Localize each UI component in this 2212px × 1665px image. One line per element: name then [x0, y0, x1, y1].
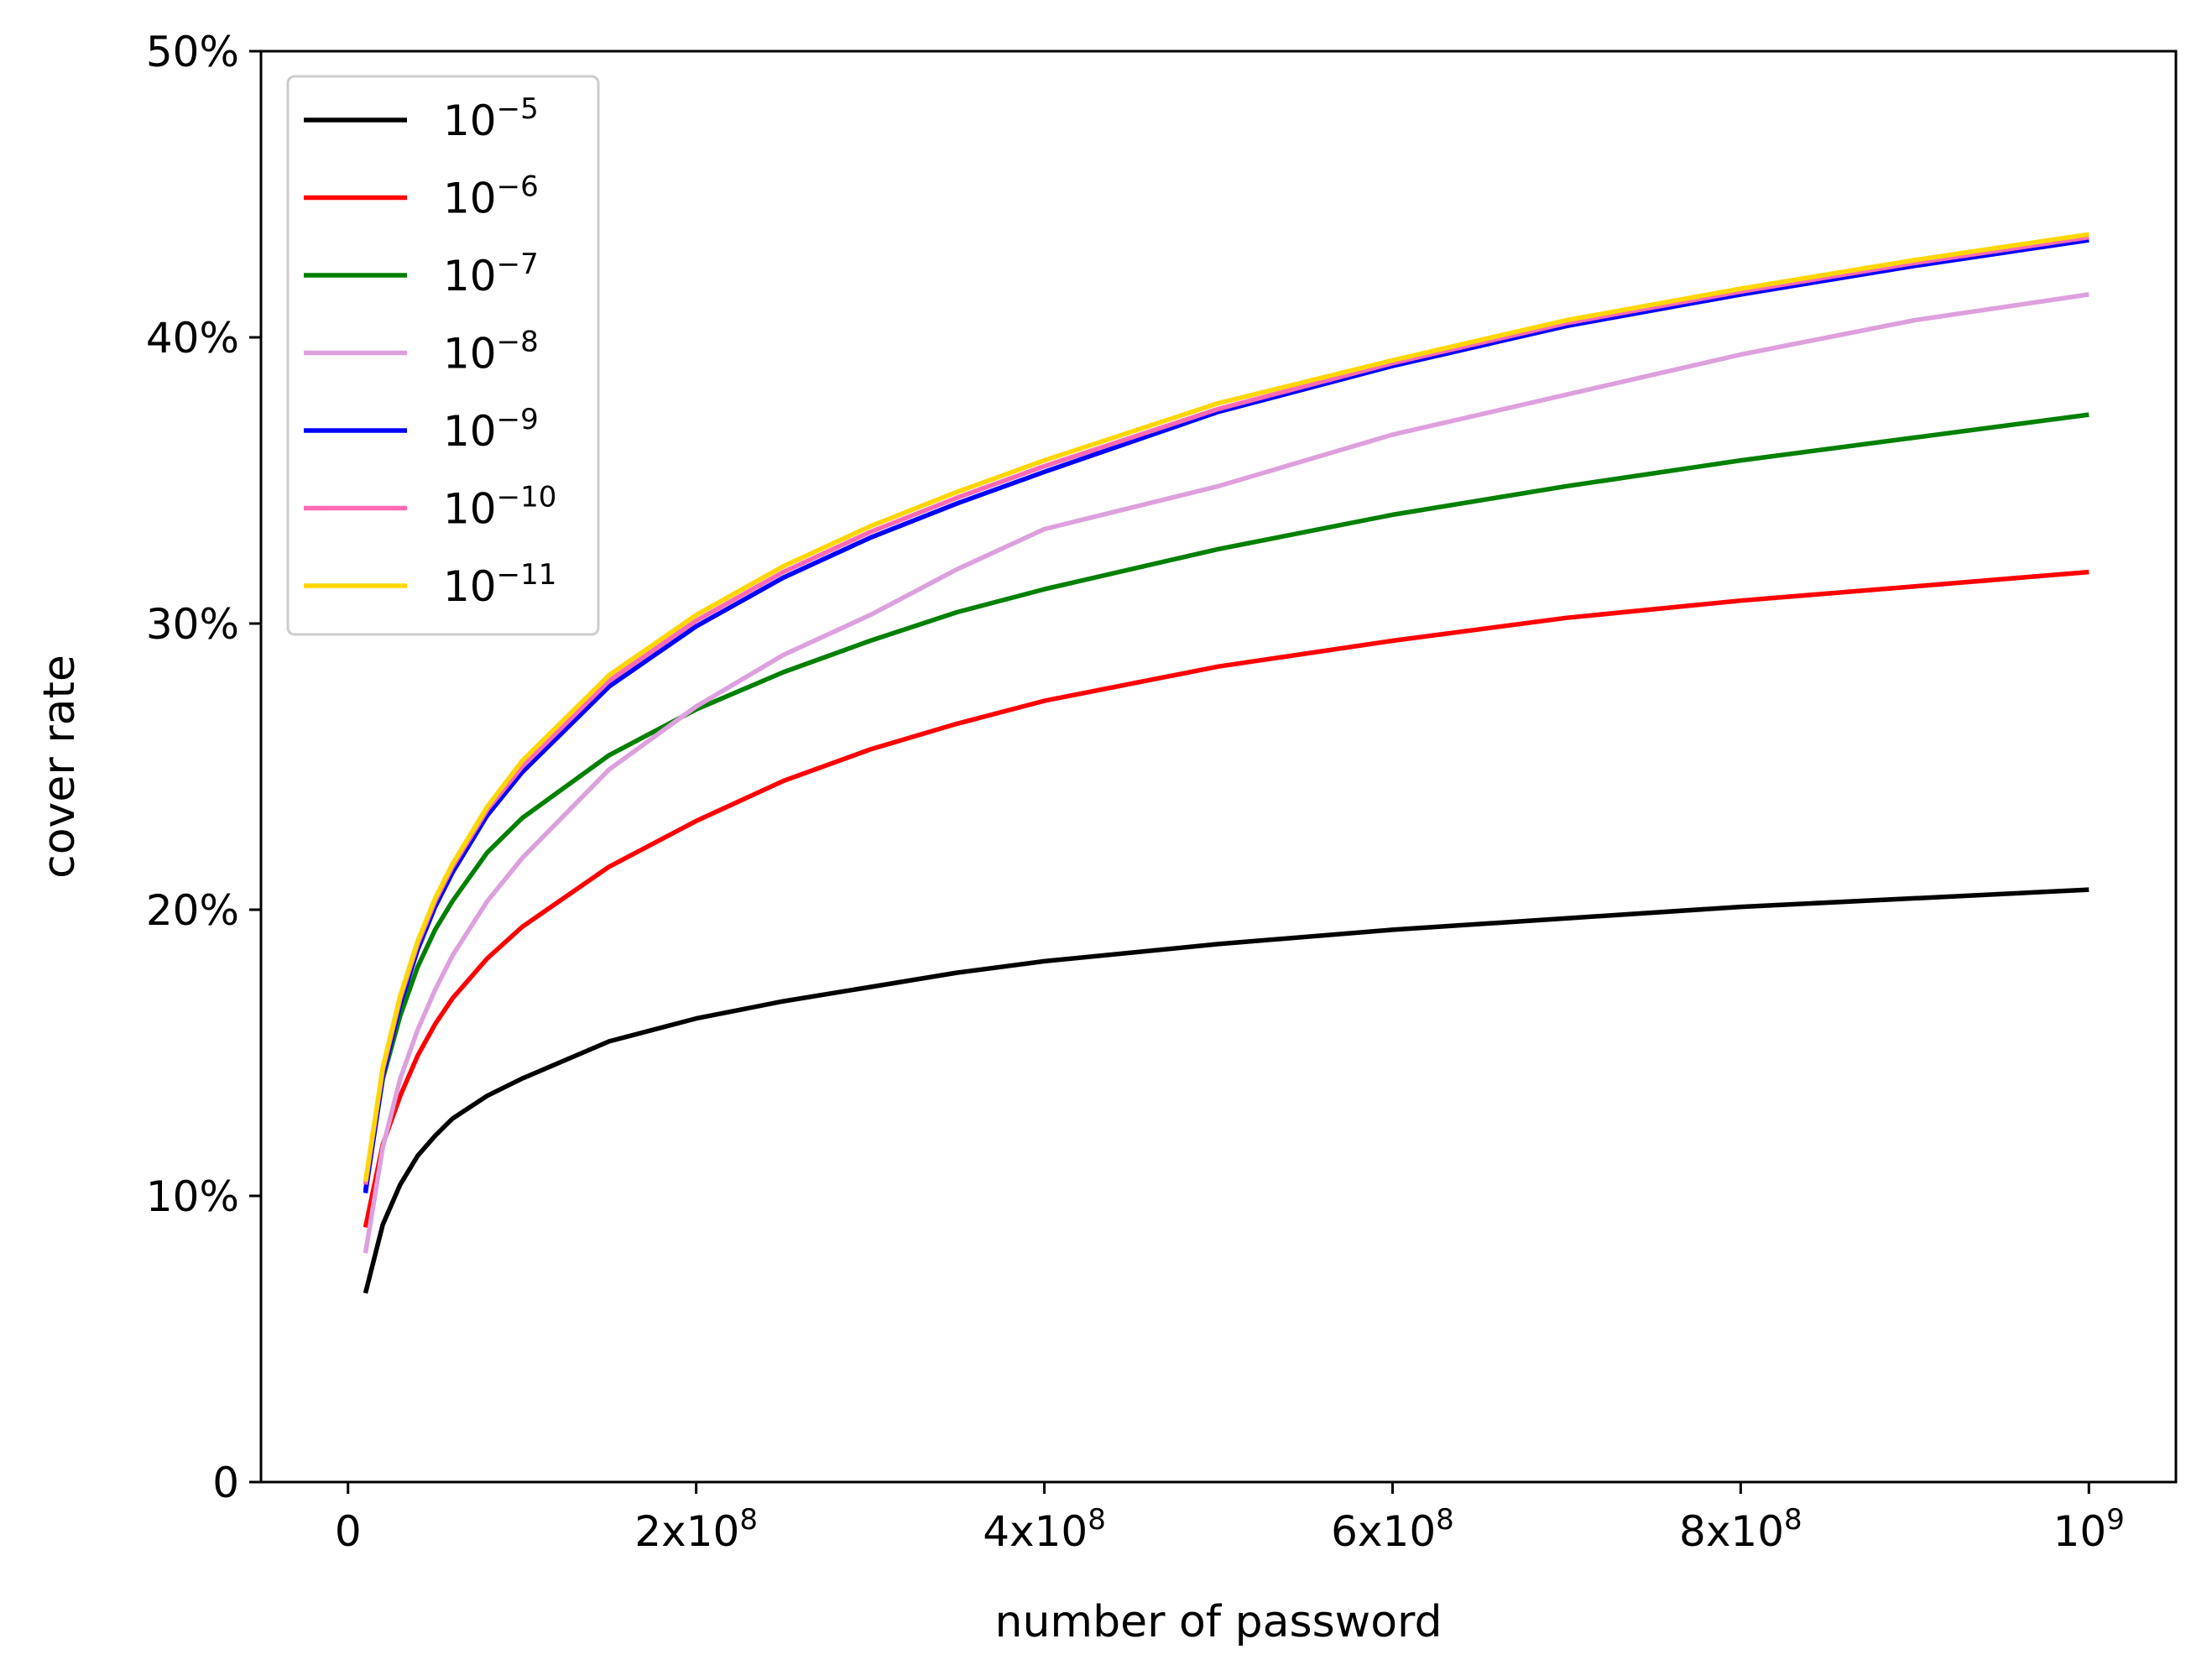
legend-label-5-text: 10 — [443, 485, 497, 534]
x-tick-label-exponent: 8 — [1784, 1503, 1802, 1537]
x-tick-label-text: 4x10 — [983, 1507, 1088, 1556]
y-axis-title: cover rate — [34, 655, 85, 879]
legend-label-3-text: 10 — [443, 330, 497, 378]
plot-frame — [259, 50, 2178, 1484]
x-tick-label-text: 0 — [335, 1507, 362, 1556]
x-tick-label-text: 8x10 — [1679, 1507, 1784, 1556]
legend-label-1-text: 10 — [443, 175, 497, 223]
legend-label-4-text: 10 — [443, 407, 497, 456]
legend-label-5: 10−10 — [443, 481, 556, 534]
x-tick-label: 2x108 — [634, 1503, 758, 1556]
legend-label-2: 10−7 — [443, 248, 539, 300]
series-line-6 — [363, 232, 2089, 1182]
y-tick-label: 50% — [146, 28, 239, 76]
legend-label-0-text: 10 — [443, 97, 497, 145]
x-tick-label: 109 — [2053, 1503, 2125, 1556]
x-tick-label: 6x108 — [1331, 1503, 1454, 1556]
legend-label-3-exponent: −8 — [497, 326, 539, 359]
x-tick-label-exponent: 9 — [2106, 1503, 2125, 1537]
legend-label-1-exponent: −6 — [497, 170, 539, 204]
legend-label-4-exponent: −9 — [497, 403, 539, 436]
x-axis: 0 2x108 4x108 6x108 8x108 109 — [335, 1482, 2125, 1556]
y-tick-label: 0 — [212, 1459, 239, 1507]
y-tick-label: 40% — [146, 314, 239, 363]
series-line-0 — [363, 887, 2089, 1294]
x-tick-label-exponent: 8 — [1088, 1503, 1106, 1537]
x-tick-label-text: 6x10 — [1331, 1507, 1436, 1556]
x-tick-label: 0 — [335, 1507, 362, 1556]
series-line-1 — [363, 569, 2089, 1229]
legend-label-5-exponent: −10 — [497, 481, 557, 514]
x-tick-label: 4x108 — [983, 1503, 1106, 1556]
legend-label-0-exponent: −5 — [497, 92, 539, 126]
legend-label-4: 10−9 — [443, 403, 539, 456]
x-tick-label: 8x108 — [1679, 1503, 1802, 1556]
x-tick-label-text: 10 — [2053, 1507, 2107, 1556]
x-tick-label-exponent: 8 — [1436, 1503, 1454, 1537]
series-line-2 — [363, 412, 2089, 1191]
legend-label-1: 10−6 — [443, 170, 539, 223]
legend-label-6: 10−11 — [443, 558, 556, 611]
legend-label-3: 10−8 — [443, 326, 539, 378]
legend-label-2-text: 10 — [443, 252, 497, 300]
y-tick-label: 30% — [146, 600, 239, 649]
legend-label-6-exponent: −11 — [497, 558, 557, 592]
legend-label-6-text: 10 — [443, 562, 497, 611]
legend-label-0: 10−5 — [443, 92, 539, 145]
legend-box — [286, 75, 600, 636]
y-tick-label: 10% — [146, 1172, 239, 1221]
x-axis-title: number of password — [995, 1597, 1442, 1647]
y-tick-label: 20% — [146, 886, 239, 935]
x-tick-label-text: 2x10 — [634, 1507, 739, 1556]
legend-label-2-exponent: −7 — [497, 248, 539, 281]
series-line-3 — [363, 292, 2089, 1254]
series-layer — [363, 232, 2089, 1294]
x-tick-label-exponent: 8 — [739, 1503, 758, 1537]
y-axis: 0 10% 20% 30% 40% 50% — [146, 28, 261, 1507]
